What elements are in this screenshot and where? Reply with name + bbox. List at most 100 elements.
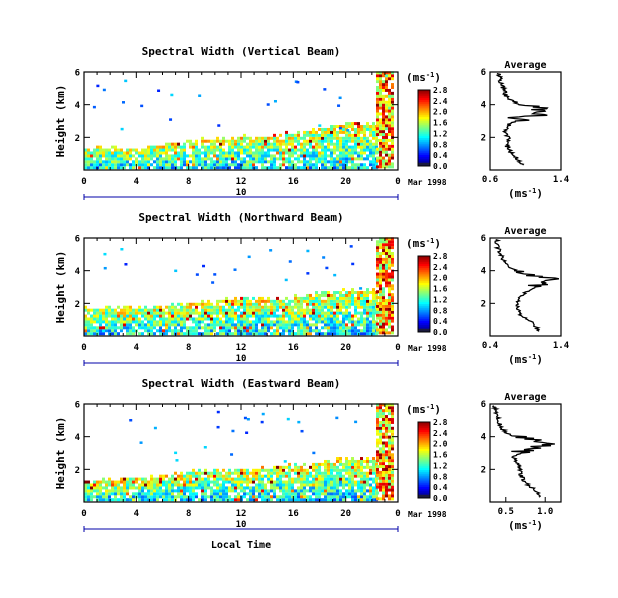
heatmap-cell xyxy=(379,144,382,148)
heatmap-cell xyxy=(222,326,225,330)
heatmap-cell xyxy=(379,290,382,294)
heatmap-cell xyxy=(139,441,143,444)
heatmap-cell xyxy=(376,415,379,419)
heatmap-cell xyxy=(203,446,207,449)
heatmap-cell xyxy=(96,489,99,493)
heatmap-cell xyxy=(285,145,288,149)
heatmap-cell xyxy=(303,498,306,502)
heatmap-cell xyxy=(351,154,354,158)
heatmap-cell xyxy=(294,157,297,161)
heatmap-cell xyxy=(162,311,165,315)
heatmap-cell xyxy=(219,154,222,158)
heatmap-cell xyxy=(240,311,243,315)
heatmap-cell xyxy=(391,118,394,122)
heatmap-cell xyxy=(357,329,360,333)
heatmap-cell xyxy=(168,314,171,318)
heatmap-cell xyxy=(234,311,237,315)
heatmap-cell xyxy=(391,147,394,151)
heatmap-cell xyxy=(318,293,321,297)
heatmap-cell xyxy=(120,157,123,161)
heatmap-cell xyxy=(225,498,228,502)
heatmap-cell xyxy=(147,148,150,152)
heatmap-cell xyxy=(210,302,213,306)
heatmap-cell xyxy=(324,468,327,472)
heatmap-cell xyxy=(96,480,99,484)
heatmap-cell xyxy=(279,139,282,143)
colorbar: 0.00.40.81.21.62.02.42.8 xyxy=(417,86,448,171)
heatmap-cell xyxy=(360,459,363,463)
avg-unit-open: (ms xyxy=(508,353,528,366)
heatmap-cell xyxy=(324,157,327,161)
heatmap-cell xyxy=(210,160,213,164)
heatmap-cell xyxy=(261,320,264,324)
heatmap-cell xyxy=(323,88,327,91)
heatmap-cell xyxy=(192,468,195,472)
heatmap-cell xyxy=(391,133,394,137)
heatmap-cell xyxy=(388,290,391,294)
heatmap-cell xyxy=(339,148,342,152)
heatmap-cell xyxy=(312,139,315,143)
heatmap-cell xyxy=(324,480,327,484)
heatmap-cell xyxy=(258,142,261,146)
colorbar-strip xyxy=(418,158,430,161)
heatmap-cell xyxy=(306,471,309,475)
heatmap-cell xyxy=(174,160,177,164)
heatmap-cell xyxy=(354,492,357,496)
heatmap-cell xyxy=(330,495,333,499)
heatmap-cell xyxy=(345,465,348,469)
heatmap-cell xyxy=(153,160,156,164)
avg-y-tick-label: 4 xyxy=(481,101,487,111)
heatmap-cell xyxy=(327,127,330,131)
heatmap-cell xyxy=(388,453,391,457)
heatmap-cell xyxy=(186,480,189,484)
heatmap-cell xyxy=(391,162,394,166)
heatmap-cell xyxy=(171,154,174,158)
heatmap-cell xyxy=(339,480,342,484)
heatmap-cell xyxy=(303,311,306,315)
heatmap-cell xyxy=(303,474,306,478)
heatmap-cell xyxy=(330,492,333,496)
heatmap-cell xyxy=(195,471,198,475)
heatmap-cell xyxy=(159,308,162,312)
heatmap-cell xyxy=(114,329,117,333)
heatmap-cell xyxy=(363,127,366,131)
heatmap-cells xyxy=(84,237,394,336)
heatmap-cell xyxy=(126,498,129,502)
heatmap-cell xyxy=(231,148,234,152)
heatmap-cell xyxy=(379,257,382,261)
heatmap-cell xyxy=(382,316,385,320)
heatmap-cell xyxy=(306,293,309,297)
heatmap-cell xyxy=(385,467,388,471)
heatmap-cell xyxy=(213,483,216,487)
heatmap-cell xyxy=(111,145,114,149)
heatmap-cell xyxy=(282,151,285,155)
heatmap-cell xyxy=(213,495,216,499)
heatmap-cell xyxy=(183,323,186,327)
heatmap-cell xyxy=(379,307,382,311)
heatmap-cell xyxy=(388,124,391,128)
heatmap-cell xyxy=(388,423,391,427)
heatmap-cell xyxy=(114,480,117,484)
colorbar-strip xyxy=(418,297,430,301)
heatmap-cell xyxy=(363,320,366,324)
heatmap-cell xyxy=(333,273,337,277)
heatmap-cell xyxy=(363,139,366,143)
heatmap-cell xyxy=(204,498,207,502)
heatmap-cell xyxy=(138,495,141,499)
heatmap-cell xyxy=(153,317,156,321)
heatmap-cell xyxy=(261,157,264,161)
panel-title: Spectral Width (Northward Beam) xyxy=(138,211,343,224)
colorbar-strip xyxy=(418,256,430,259)
heatmap-cell xyxy=(382,74,385,78)
heatmap-cell xyxy=(385,133,388,137)
heatmap-cell xyxy=(207,157,210,161)
heatmap-cell xyxy=(306,133,309,137)
heatmap-cell xyxy=(99,489,102,493)
heatmap-cell xyxy=(315,151,318,155)
heatmap-cell xyxy=(126,317,129,321)
heatmap-cell xyxy=(372,477,375,481)
heatmap-cell xyxy=(141,495,144,499)
heatmap-cell xyxy=(177,142,180,146)
heatmap-cell xyxy=(237,154,240,158)
heatmap-cell xyxy=(174,157,177,161)
